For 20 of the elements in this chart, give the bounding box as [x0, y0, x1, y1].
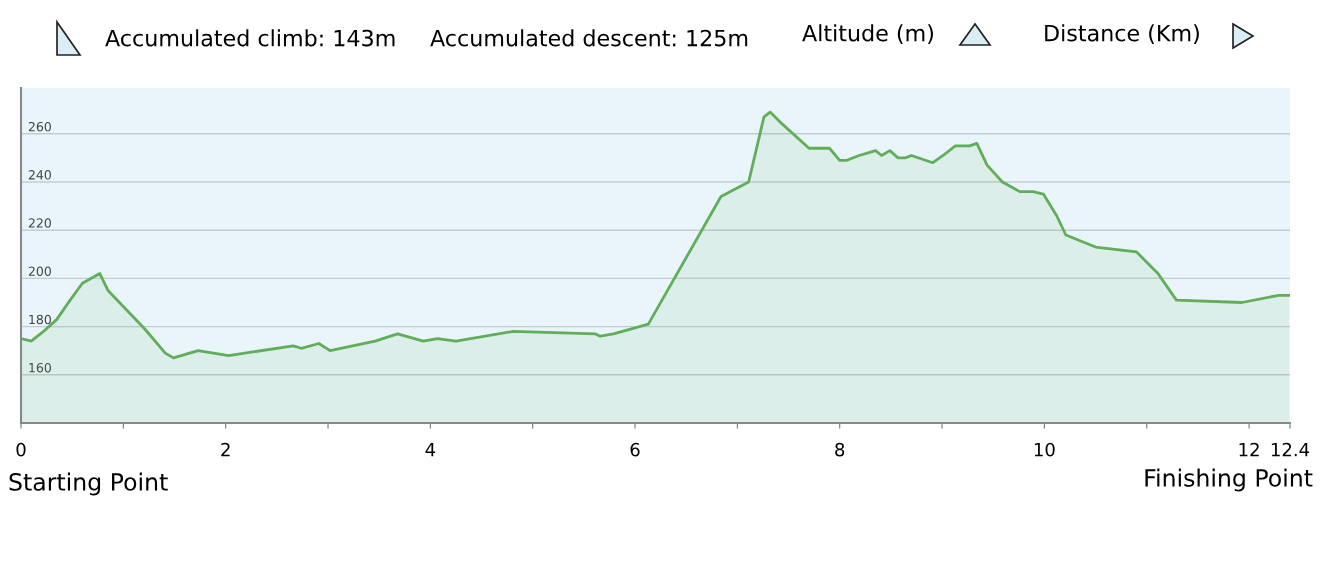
x-tick-label: 0 — [16, 442, 26, 457]
y-tick-label: 240 — [28, 170, 51, 180]
y-axis-title: Altitude (m) — [802, 24, 933, 45]
text: Accumulated descent: 125m — [430, 29, 748, 47]
y-tick-label: 200 — [28, 266, 51, 276]
x-tick-label: 12.4 — [1271, 442, 1310, 457]
x-tick-label: 12 — [1239, 442, 1259, 457]
y-tick-label: 260 — [28, 121, 51, 132]
text: Finishing Point — [1145, 468, 1313, 492]
y-tick-label: 160 — [29, 362, 51, 373]
x-axis-title: Distance (Km) — [1045, 24, 1199, 45]
x-tick-label: 8 — [835, 442, 845, 457]
y-tick-label: 220 — [28, 218, 51, 228]
text: Starting Point — [9, 472, 168, 496]
x-tick-label: 6 — [630, 442, 640, 457]
x-tick-label: 10 — [1034, 442, 1055, 457]
x-tick-label: 2 — [221, 442, 230, 457]
x-tick-label: 4 — [425, 443, 436, 457]
y-tick-label: 180 — [29, 314, 51, 325]
text: Accumulated climb: 143m — [105, 29, 395, 47]
